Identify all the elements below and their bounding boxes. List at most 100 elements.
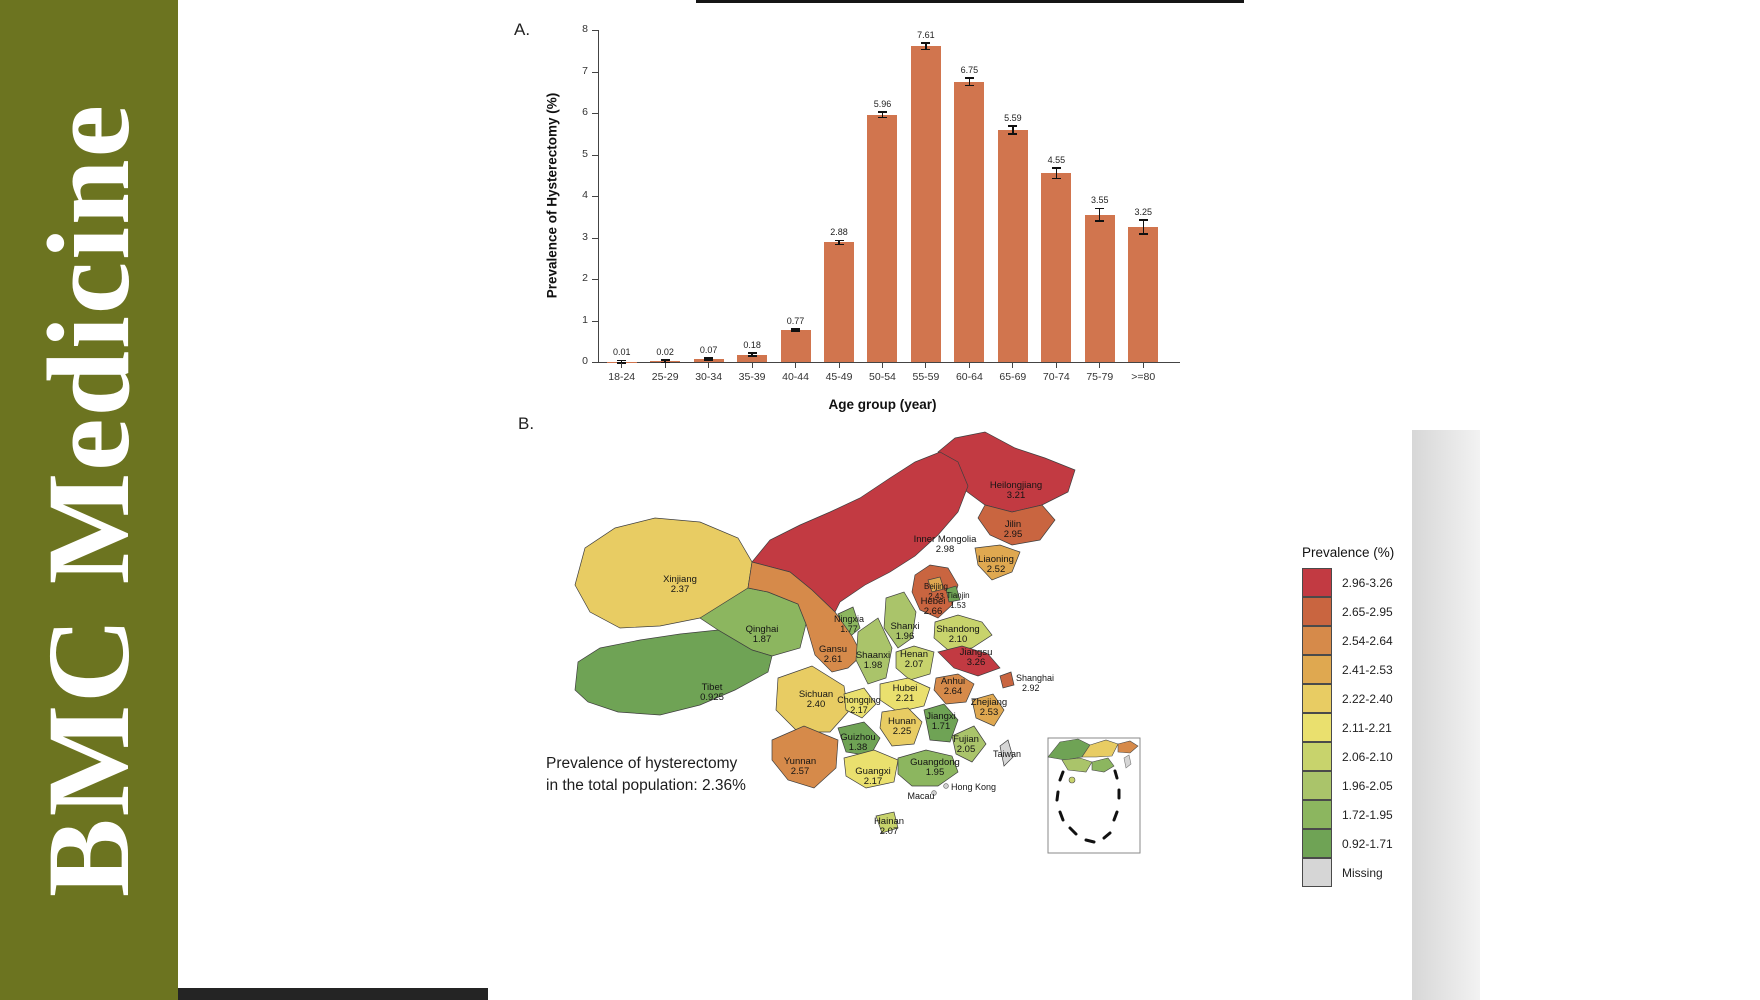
legend-swatch bbox=[1302, 683, 1332, 713]
legend-label: 2.54-2.64 bbox=[1342, 633, 1393, 648]
bar-value-label: 0.07 bbox=[699, 344, 718, 355]
x-tick-label: 70-74 bbox=[1042, 371, 1070, 383]
province-label-heilongjiang: Heilongjiang bbox=[990, 480, 1042, 491]
legend-swatch bbox=[1302, 741, 1332, 771]
inset-south-china-sea bbox=[1047, 737, 1141, 854]
province-label-chongqing: Chongqing bbox=[837, 695, 881, 705]
bar bbox=[1041, 173, 1072, 362]
province-value-guangdong: 1.95 bbox=[926, 767, 945, 778]
province-label-shandong: Shandong bbox=[936, 624, 979, 635]
legend-row: 1.72-1.95 bbox=[1302, 799, 1394, 829]
error-bar-cap bbox=[877, 110, 887, 113]
province-value-zhejiang: 2.53 bbox=[980, 707, 999, 718]
province-value-xinjiang: 2.37 bbox=[671, 584, 690, 595]
province-guangdong bbox=[897, 749, 959, 787]
province-label-guangxi: Guangxi bbox=[855, 766, 890, 777]
province-label-inner-mongolia: Inner Mongolia bbox=[914, 534, 978, 545]
error-bar-cap bbox=[834, 243, 844, 246]
legend-row: 2.11-2.21 bbox=[1302, 712, 1394, 742]
legend-swatch bbox=[1302, 857, 1332, 887]
bar bbox=[824, 242, 855, 362]
x-tick-label: 65-69 bbox=[999, 371, 1027, 383]
error-bar bbox=[1099, 208, 1101, 221]
error-bar-cap bbox=[1095, 220, 1105, 222]
province-guizhou bbox=[837, 721, 881, 757]
legend-row: 2.54-2.64 bbox=[1302, 625, 1394, 655]
province-label-jilin: Jilin bbox=[1005, 519, 1021, 530]
error-bar bbox=[1142, 220, 1144, 235]
province-label-hubei: Hubei bbox=[893, 683, 918, 694]
y-tick bbox=[592, 196, 598, 197]
x-tick bbox=[751, 363, 753, 368]
province-zhejiang bbox=[971, 693, 1005, 727]
bar-value-label: 5.96 bbox=[873, 98, 892, 109]
error-bar-cap bbox=[617, 359, 627, 362]
x-tick bbox=[838, 363, 840, 368]
legend-row: 2.96-3.26 bbox=[1302, 567, 1394, 597]
error-bar-cap bbox=[660, 359, 670, 361]
legend-swatch bbox=[1302, 828, 1332, 858]
legend-swatch bbox=[1302, 799, 1332, 829]
x-tick bbox=[621, 363, 623, 368]
province-value-beijing: 2.43 bbox=[928, 592, 944, 601]
province-value-jiangxi: 1.71 bbox=[932, 721, 951, 732]
error-bar bbox=[968, 78, 971, 86]
province-label-shanghai: Shanghai bbox=[1016, 673, 1054, 683]
province-shanghai bbox=[999, 671, 1015, 689]
error-bar-cap bbox=[1051, 177, 1061, 180]
error-bar-cap bbox=[660, 361, 670, 364]
bar-value-label: 0.77 bbox=[786, 315, 805, 326]
legend-row: Missing bbox=[1302, 857, 1394, 887]
error-bar-cap bbox=[1051, 166, 1061, 169]
error-bar bbox=[925, 42, 927, 50]
province-value-jilin: 2.95 bbox=[1004, 529, 1023, 540]
province-label-yunnan: Yunnan bbox=[784, 756, 816, 767]
province-label-qinghai: Qinghai bbox=[746, 624, 779, 635]
error-bar-cap bbox=[1008, 125, 1018, 127]
x-tick-label: >=80 bbox=[1131, 371, 1156, 383]
error-bar-cap bbox=[747, 354, 757, 357]
province-value-chongqing: 2.17 bbox=[850, 705, 868, 715]
x-tick-label: 40-44 bbox=[782, 371, 809, 383]
bar-value-label: 4.55 bbox=[1047, 154, 1066, 165]
province-label-shanxi: Shanxi bbox=[890, 621, 919, 632]
x-tick-label: 55-59 bbox=[912, 371, 940, 383]
legend-label: 0.92-1.71 bbox=[1342, 836, 1393, 851]
province-inner-mongolia bbox=[751, 451, 969, 613]
province-label-guangdong: Guangdong bbox=[910, 757, 960, 768]
province-label-anhui: Anhui bbox=[941, 676, 965, 687]
province-value-liaoning: 2.52 bbox=[987, 564, 1006, 575]
province-value-hunan: 2.25 bbox=[893, 726, 912, 737]
legend-title: Prevalence (%) bbox=[1302, 545, 1395, 560]
bar-value-label: 2.88 bbox=[830, 227, 848, 238]
x-tick-label: 35-39 bbox=[738, 371, 766, 383]
province-value-yunnan: 2.57 bbox=[791, 766, 810, 777]
bar-chart-panel: A. Prevalence of Hysterectomy (%) Age gr… bbox=[514, 15, 1240, 435]
province-chongqing bbox=[843, 687, 877, 719]
province-label-jiangxi: Jiangxi bbox=[926, 711, 956, 722]
cropped-content-top bbox=[696, 0, 1244, 3]
error-bar-cap bbox=[921, 42, 931, 44]
y-tick bbox=[592, 154, 598, 156]
legend-label: 2.11-2.21 bbox=[1342, 720, 1392, 735]
province-jiangsu bbox=[937, 645, 1001, 677]
bar bbox=[1128, 227, 1159, 362]
province-label-tianjin: Tianjin bbox=[946, 591, 969, 600]
bar-value-label: 3.25 bbox=[1134, 207, 1153, 218]
province-shanxi bbox=[883, 591, 917, 649]
x-tick bbox=[1012, 363, 1014, 368]
legend-swatch bbox=[1302, 712, 1332, 742]
y-tick bbox=[592, 237, 598, 239]
error-bar-cap bbox=[834, 239, 844, 242]
province-label-sichuan: Sichuan bbox=[799, 689, 833, 700]
y-tick-label: 1 bbox=[582, 313, 588, 326]
y-tick bbox=[592, 71, 598, 73]
error-bar-cap bbox=[747, 352, 757, 355]
province-hainan bbox=[875, 811, 899, 834]
province-label-shaanxi: Shaanxi bbox=[856, 650, 890, 661]
province-fujian bbox=[951, 725, 987, 763]
province-value-inner-mongolia: 2.98 bbox=[936, 544, 955, 555]
bar-value-label: 5.59 bbox=[1004, 112, 1022, 123]
x-tick-label: 30-34 bbox=[695, 371, 723, 383]
nine-dash-line bbox=[1055, 769, 1121, 844]
